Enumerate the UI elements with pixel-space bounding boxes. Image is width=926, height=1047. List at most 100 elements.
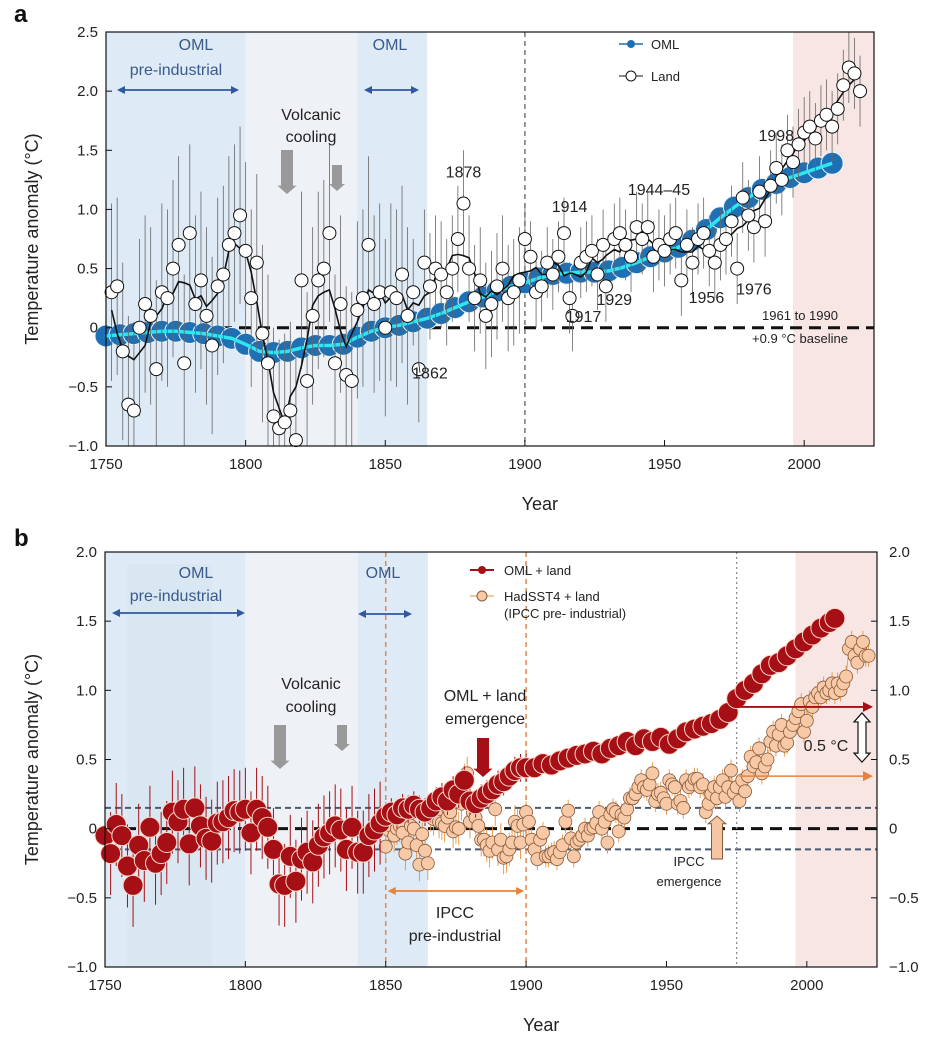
panel-a-label: a [14, 1, 28, 28]
land-point [344, 373, 359, 388]
land-point [143, 308, 158, 323]
land-point [746, 220, 761, 235]
land-point [260, 356, 275, 371]
ipcc-preindustrial-arrow-head-left [387, 887, 396, 895]
legend-land-marker [625, 70, 637, 82]
ipcc-preindustrial-arrow-head-right [516, 887, 525, 895]
land-point [730, 261, 745, 276]
baseline-label: 1961 to 1990 [762, 308, 838, 323]
hadsst-point [536, 825, 550, 840]
land-point [389, 291, 404, 306]
land-point [590, 267, 605, 282]
land-point [758, 214, 773, 229]
oml-arrow-head-right [404, 610, 412, 618]
oml-preindustrial-arrow-head-right [237, 609, 245, 617]
x-tick-label: 1950 [650, 977, 683, 994]
y-tick-label: 0.5 [76, 752, 97, 769]
year-annotation: 1998 [758, 128, 794, 145]
legend-hadsst-sublabel: (IPCC pre- industrial) [504, 606, 626, 621]
legend-hadsst-marker [476, 590, 488, 602]
hadsst-point [861, 648, 876, 663]
land-point [160, 291, 175, 306]
land-point [478, 308, 493, 323]
land-point [406, 285, 421, 300]
land-point [825, 119, 840, 134]
land-point [177, 356, 192, 371]
year-annotation: 1862 [412, 366, 448, 383]
land-point [702, 243, 717, 258]
land-point [802, 119, 817, 134]
land-point [696, 226, 711, 241]
land-point [422, 279, 437, 294]
y-tick-label: 0.5 [77, 261, 98, 278]
land-point [434, 267, 449, 282]
oml-land-point [285, 870, 307, 892]
baseline-label: +0.9 °C baseline [752, 331, 848, 346]
y-axis-title: Temperature anomaly (°C) [22, 654, 42, 865]
land-point [249, 255, 264, 270]
land-point [171, 237, 186, 252]
oml-label: OML [366, 565, 401, 582]
oml-land-point [122, 874, 144, 896]
panel-b-annotations: OML pre-industrial OML Volcanic cooling OML +… [112, 565, 873, 945]
oml-land-emergence-label: emergence [445, 711, 525, 728]
land-point [277, 415, 292, 430]
x-tick-label: 2000 [790, 977, 823, 994]
right-y-tick-label: 1.5 [889, 613, 910, 630]
land-point [679, 237, 694, 252]
right-y-tick-label: 0.5 [889, 752, 910, 769]
ipcc-preindustrial-label: pre-industrial [409, 928, 501, 945]
year-1862-leader [418, 363, 421, 373]
land-point [769, 161, 784, 176]
offset-label: 0.5 °C [804, 738, 849, 755]
volcanic-label: cooling [286, 129, 337, 146]
land-point [596, 237, 611, 252]
land-point [707, 255, 722, 270]
land-point [763, 178, 778, 193]
volcanic-arrow-small [334, 725, 350, 751]
hadsst-point [760, 752, 775, 767]
land-point [557, 226, 572, 241]
oml-preindustrial-label: OML [179, 565, 214, 582]
land-point [266, 409, 281, 424]
land-point [439, 285, 454, 300]
hadsst-point [799, 713, 814, 728]
land-point [462, 261, 477, 276]
land-point [378, 320, 393, 335]
land-point [774, 172, 789, 187]
land-point [322, 226, 337, 241]
oml-land-point [184, 797, 206, 819]
right-y-tick-label: 1.0 [889, 682, 910, 699]
shaded-region-3 [793, 32, 874, 446]
land-point [523, 249, 538, 264]
hadsst-point [839, 669, 854, 684]
hadsst-point [415, 827, 430, 842]
land-running-mean-line [110, 76, 861, 427]
hadsst-point [471, 819, 486, 833]
land-point [333, 297, 348, 312]
oml-preindustrial-arrow-head-left [112, 609, 120, 617]
land-point [115, 344, 130, 359]
x-tick-label: 1800 [229, 977, 262, 994]
x-tick-label: 1850 [369, 977, 402, 994]
land-point [640, 220, 655, 235]
land-point [484, 297, 499, 312]
right-y-tick-label: −1.0 [889, 959, 919, 976]
hadsst-point [451, 821, 466, 836]
land-point [205, 338, 220, 353]
land-point [545, 267, 560, 282]
oml-land-point [111, 825, 133, 847]
land-point [540, 255, 555, 270]
y-tick-label: 1.5 [77, 142, 98, 159]
land-point [786, 155, 801, 170]
panel-a: 1750 1800 1850 1900 1950 2000 2.5 2.0 1.5 1.0 0.5 0… [14, 1, 875, 514]
land-point [657, 243, 672, 258]
land-point [450, 232, 465, 246]
oml-arrow-head-left [364, 86, 372, 94]
oml-preindustrial-arrow-head-left [117, 86, 125, 94]
y-axis-title: Temperature anomaly (°C) [22, 133, 42, 344]
land-point [395, 267, 410, 282]
land-point [350, 302, 365, 317]
land-point [417, 255, 432, 270]
land-point [473, 273, 488, 288]
